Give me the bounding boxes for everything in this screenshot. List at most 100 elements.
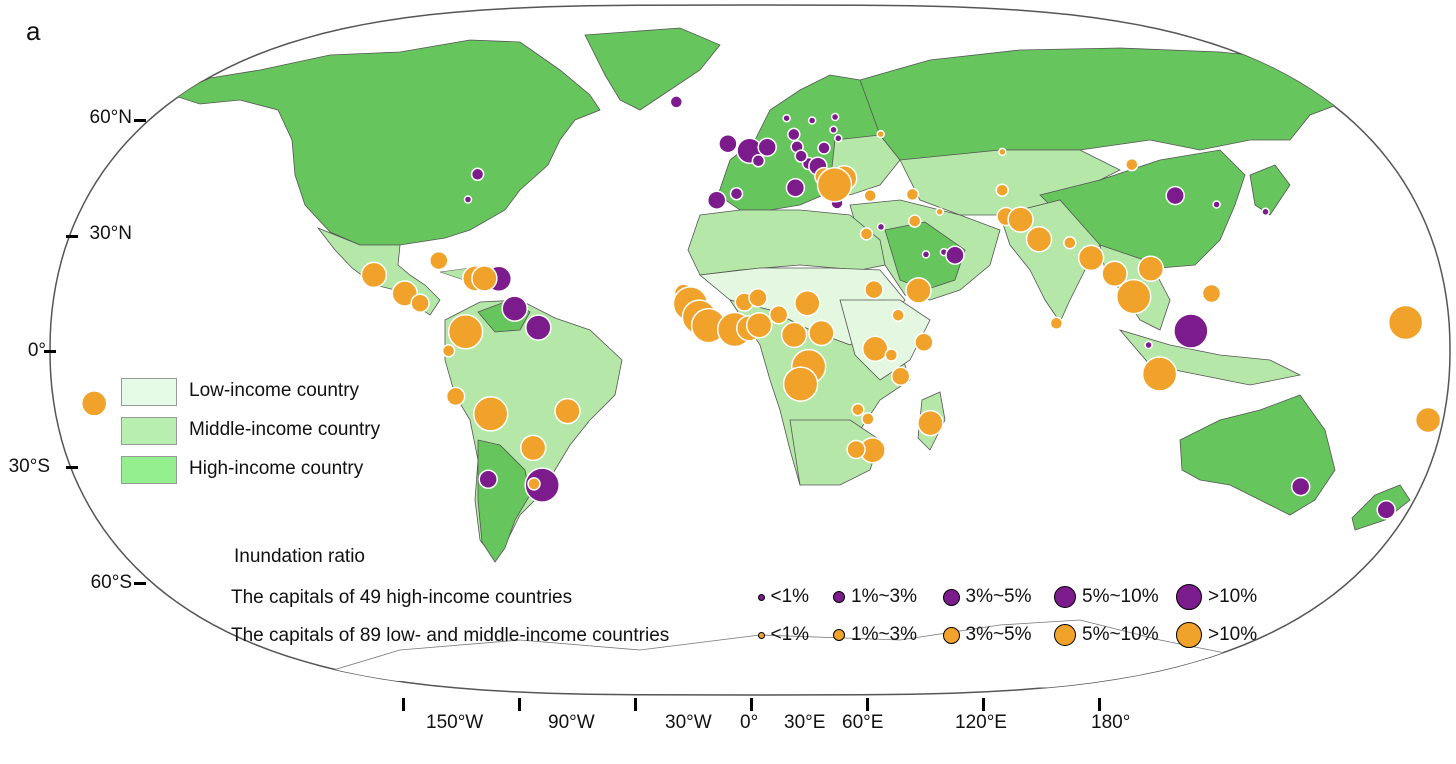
legend-size-label: 3%~5% — [965, 624, 1032, 645]
high-income-capital-marker — [501, 295, 528, 322]
high-income-capital-marker — [1290, 476, 1311, 497]
low-middle-income-capital-marker — [851, 402, 865, 417]
low-middle-income-capital-marker — [1137, 255, 1165, 282]
legend-row-high-income: High-income country — [121, 456, 421, 486]
low-middle-income-capital-marker — [748, 288, 768, 308]
lon-tick — [866, 698, 869, 711]
high-income-capital-marker — [807, 116, 817, 125]
lon-tick — [982, 698, 985, 711]
lon-label-180: 180° — [1091, 712, 1131, 733]
high-income-capital-marker — [1261, 207, 1270, 217]
low-middle-income-capital-marker — [410, 293, 430, 313]
high-income-capital-marker — [751, 154, 766, 168]
legend-size-dot — [1176, 622, 1202, 648]
legend-swatch-low-income — [121, 378, 177, 406]
low-middle-income-capital-marker — [1414, 406, 1442, 434]
low-middle-income-capital-marker — [360, 261, 388, 289]
lon-tick — [402, 698, 405, 711]
high-income-capital-marker — [830, 112, 840, 122]
low-middle-income-capital-marker — [890, 366, 911, 387]
lon-label-150w: 150°W — [426, 712, 484, 733]
low-middle-income-capital-marker — [995, 183, 1009, 197]
legend-label-low-income: Low-income country — [189, 380, 360, 401]
high-income-capital-marker — [876, 222, 886, 232]
legend-size-label: <1% — [770, 586, 810, 607]
lon-label-60e: 60°E — [842, 712, 884, 733]
high-income-capital-marker — [782, 113, 791, 123]
greenland-land — [584, 27, 721, 111]
high-income-capital-marker — [785, 178, 806, 198]
low-middle-income-capital-marker — [1077, 244, 1105, 272]
low-middle-income-capital-marker — [429, 250, 449, 271]
low-middle-income-capital-marker — [905, 187, 920, 202]
legend-group-low-middle-income-capitals: The capitals of 89 low- and middle-incom… — [231, 625, 670, 646]
low-middle-income-capital-marker — [1387, 304, 1424, 341]
high-income-capital-marker — [921, 250, 931, 259]
lon-tick — [634, 698, 637, 711]
legend-size-dot — [942, 588, 960, 606]
high-income-capital-marker — [1165, 185, 1185, 206]
legend-size-label: 5%~10% — [1082, 624, 1159, 645]
low-middle-income-capital-marker — [917, 409, 944, 437]
low-middle-income-capital-marker — [859, 227, 874, 241]
legend-size-dot — [757, 593, 765, 601]
lat-label-30n: 30°N — [89, 223, 132, 244]
low-middle-income-capital-marker — [1101, 260, 1128, 288]
low-middle-income-capital-marker — [861, 335, 889, 363]
low-middle-income-capital-marker — [861, 412, 875, 426]
low-middle-income-capital-marker — [745, 311, 773, 339]
legend-swatch-middle-income — [121, 417, 177, 445]
legend-size-dot — [1054, 586, 1076, 608]
lon-tick — [1098, 698, 1101, 711]
lat-tick-0 — [44, 350, 56, 353]
north-africa-land — [687, 209, 886, 276]
legend-row-low-income: Low-income country — [121, 378, 421, 408]
low-middle-income-capital-marker — [554, 397, 581, 425]
high-income-capital-marker — [1173, 313, 1209, 349]
lat-tick-30s — [66, 466, 78, 469]
low-middle-income-capital-marker — [1049, 316, 1064, 331]
low-middle-income-capital-marker — [998, 147, 1007, 157]
legend-size-label: >10% — [1208, 586, 1258, 607]
lat-label-0: 0° — [27, 340, 46, 361]
high-income-capital-marker — [669, 95, 684, 109]
low-middle-income-capital-marker — [780, 321, 808, 349]
low-middle-income-capital-marker — [891, 308, 905, 322]
high-income-capital-marker — [829, 125, 838, 135]
low-middle-income-capital-marker — [1125, 157, 1139, 172]
lat-tick-60n — [134, 119, 146, 122]
lon-label-30w: 30°W — [665, 712, 712, 733]
low-middle-income-capital-marker — [863, 188, 877, 203]
lon-tick — [518, 698, 521, 711]
high-income-capital-marker — [1144, 340, 1153, 350]
legend-size-label: 1%~3% — [851, 586, 918, 607]
low-middle-income-capital-marker — [447, 314, 484, 350]
lon-label-90w: 90°W — [548, 712, 595, 733]
low-middle-income-capital-marker — [768, 305, 789, 325]
lon-label-30e: 30°E — [784, 712, 826, 733]
southern-africa-land — [789, 419, 881, 486]
low-middle-income-capital-marker — [445, 386, 466, 407]
low-middle-income-capital-marker — [884, 348, 899, 362]
high-income-capital-marker — [729, 186, 744, 201]
lon-tick — [750, 698, 753, 711]
low-middle-income-capital-marker — [864, 279, 884, 300]
high-income-capital-marker — [706, 190, 727, 210]
low-middle-income-capital-marker — [1025, 226, 1053, 253]
legend-group-high-income-capitals: The capitals of 49 high-income countries — [231, 587, 573, 608]
legend-size-dot — [1176, 584, 1202, 610]
lat-label-30s: 30°S — [8, 456, 50, 477]
legend-label-middle-income: Middle-income country — [189, 419, 381, 440]
panel-label: a — [26, 16, 41, 46]
low-middle-income-capital-marker — [914, 332, 934, 353]
low-middle-income-capital-marker — [471, 265, 498, 292]
low-middle-income-capital-marker — [1063, 236, 1077, 250]
lon-label-120e: 120°E — [955, 712, 1007, 733]
low-middle-income-capital-marker — [1201, 283, 1222, 304]
high-income-capital-marker — [834, 134, 843, 143]
low-middle-income-capital-marker — [907, 214, 922, 228]
legend-size-dot — [942, 626, 960, 644]
high-income-capital-marker — [463, 195, 473, 204]
lat-tick-60s — [134, 582, 146, 585]
